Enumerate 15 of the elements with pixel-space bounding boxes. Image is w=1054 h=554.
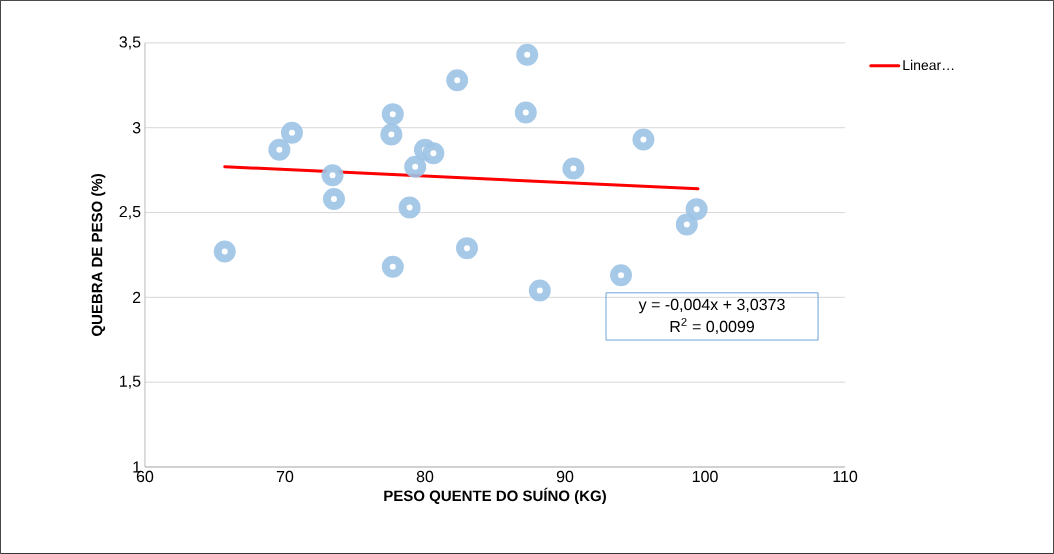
x-tick-label: 110 xyxy=(833,470,858,483)
x-tick-label: 100 xyxy=(692,470,718,483)
annotation: y = -0,004x + 3,0373 xyxy=(638,298,785,314)
y-tick-label: 1,5 xyxy=(120,375,141,389)
annotation: R$^{2}$ = 0,0099 xyxy=(670,317,754,335)
y-tick-label: 3,5 xyxy=(119,36,141,50)
x-tick-label: 80 xyxy=(416,470,434,483)
x-axis-title: PESO QUENTE DO SUÍNO (KG) xyxy=(384,487,606,505)
x-tick-label: 70 xyxy=(276,470,294,483)
y-tick-label: 3 xyxy=(132,122,141,134)
x-tick-label: 90 xyxy=(556,470,574,483)
y-tick-label: 2 xyxy=(132,291,141,303)
y-tick-label: 2,5 xyxy=(119,205,141,220)
legend-label: Linear… xyxy=(903,59,954,71)
y-axis-title: QUEBRA DE PESO (%) xyxy=(91,174,106,337)
